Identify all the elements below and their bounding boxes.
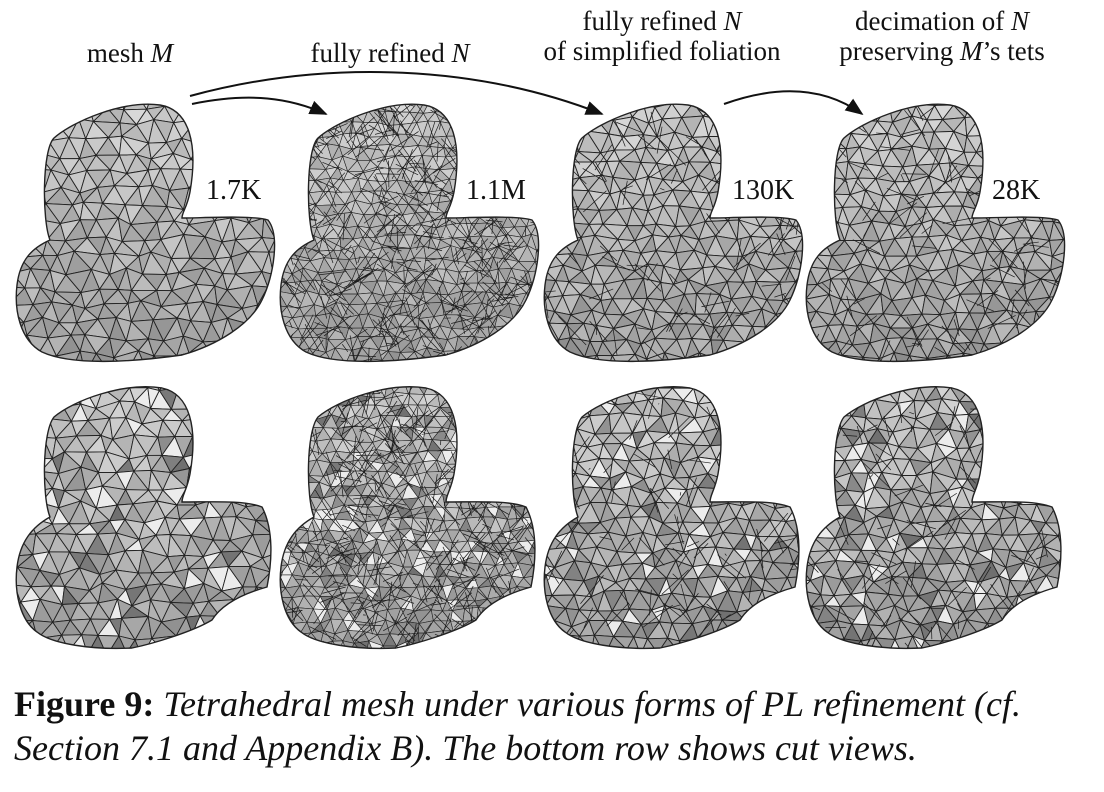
duck-mesh-m-cut — [15, 386, 272, 650]
count-simplified-foliation: 130K — [732, 175, 795, 206]
column-header-decimation: decimation of N preserving M’s tets — [839, 6, 1045, 66]
caption-text: Tetrahedral mesh under various forms of … — [14, 684, 1021, 768]
refinement-arrows — [189, 71, 864, 116]
column-header-simplified-foliation: fully refined N of simplified foliation — [543, 6, 781, 66]
duck-decimation-cut — [805, 386, 1062, 650]
duck-fully-refined-surface — [279, 103, 540, 363]
figure-caption: Figure 9: Tetrahedral mesh under various… — [14, 682, 1094, 770]
duck-simplified-foliation-surface — [543, 103, 804, 363]
caption-label: Figure 9: — [14, 684, 155, 724]
arrow-to-simplified-foliation — [189, 71, 604, 115]
duck-simplified-foliation-cut — [543, 386, 800, 650]
count-fully-refined: 1.1M — [466, 175, 526, 206]
column-header-mesh-m: mesh M — [86, 38, 174, 68]
duck-mesh-m-surface — [15, 103, 276, 363]
count-decimation: 28K — [992, 175, 1041, 206]
duck-fully-refined-cut — [279, 386, 536, 650]
arrow-to-decimation — [723, 90, 864, 116]
duck-decimation-surface — [805, 103, 1066, 363]
arrow-to-fully-refined — [191, 96, 328, 115]
count-mesh-m: 1.7K — [206, 175, 262, 206]
column-header-fully-refined: fully refined N — [310, 38, 470, 68]
